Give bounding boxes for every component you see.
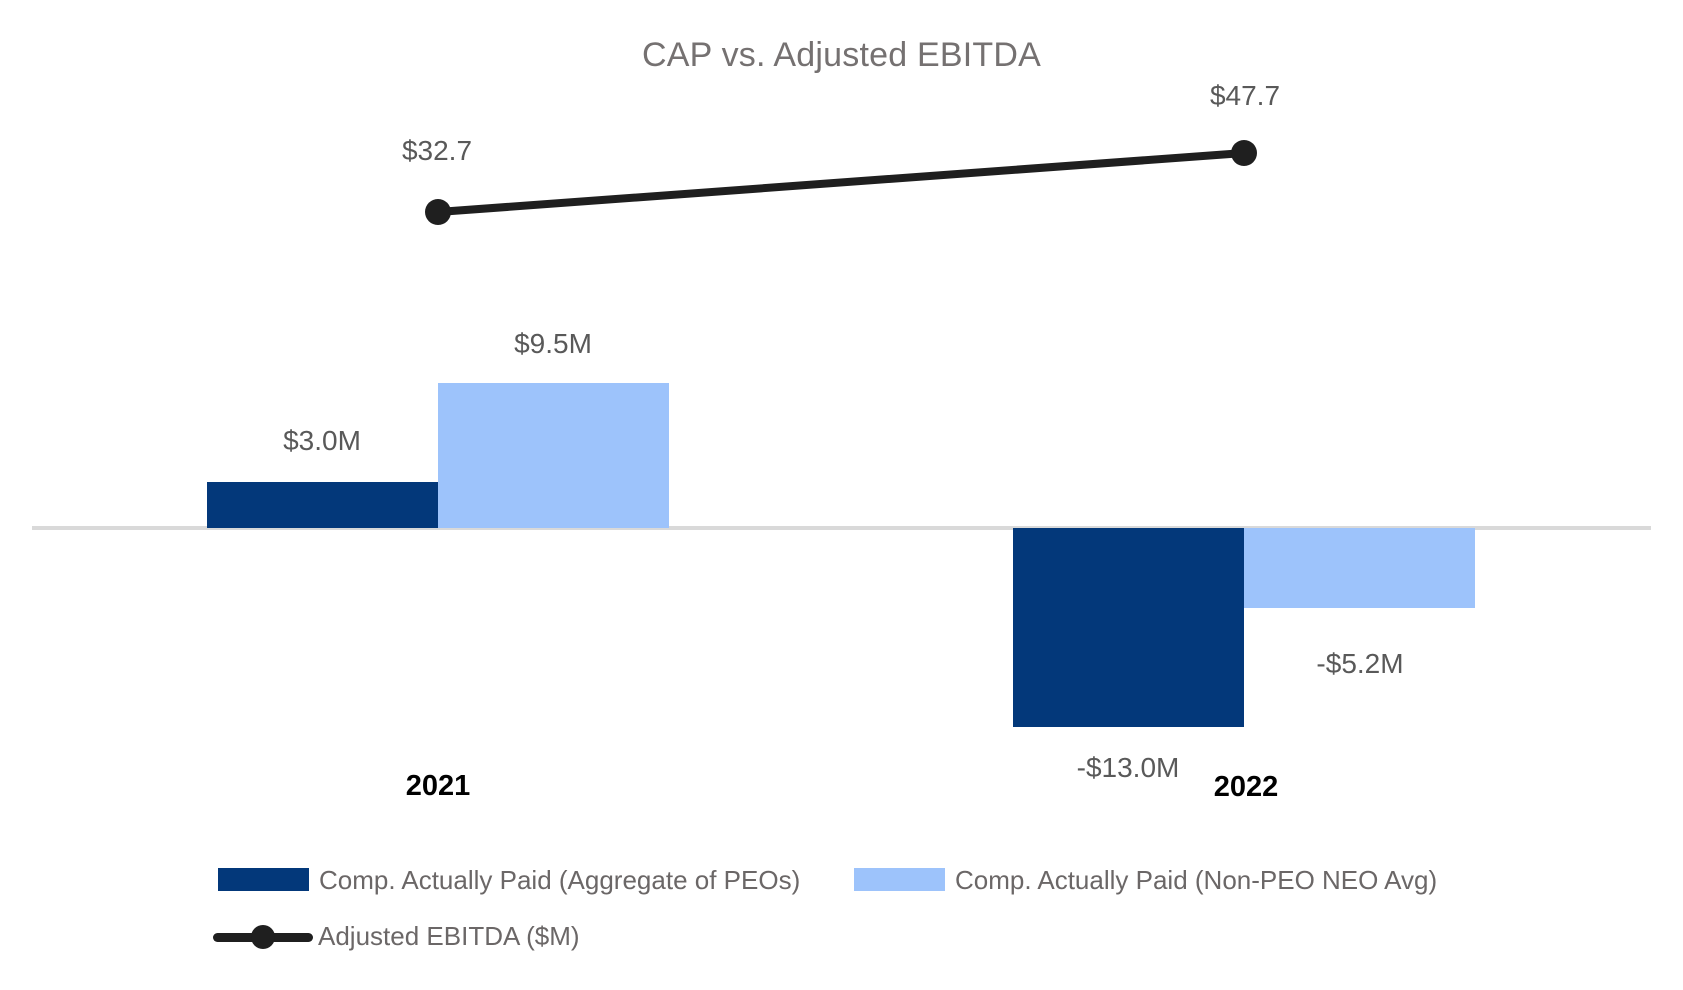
bar-2022-cap-peo: [1013, 528, 1244, 727]
legend-dot-marker-icon: [251, 925, 275, 949]
legend-swatch-cap-peo: [218, 868, 309, 891]
bar-2021-cap-peo: [207, 482, 438, 528]
x-axis-label-2021: 2021: [405, 770, 471, 802]
x-axis-label-2022: 2022: [1213, 771, 1279, 803]
legend-label-cap-nonpeo: Comp. Actually Paid (Non-PEO NEO Avg): [955, 865, 1438, 895]
label-2022-peo: -$13.0M: [1076, 752, 1180, 783]
label-2021-peo: $3.0M: [283, 425, 361, 456]
bar-2021-cap-nonpeo: [438, 382, 669, 528]
label-ebitda-2022: $47.7: [1209, 80, 1281, 111]
legend-label-cap-peo: Comp. Actually Paid (Aggregate of PEOs): [319, 865, 801, 895]
x-axis-baseline: [32, 526, 1651, 530]
label-2021-nonpeo: $9.5M: [514, 328, 592, 359]
line-marker-2021: [425, 199, 451, 225]
label-2022-nonpeo: -$5.2M: [1316, 648, 1404, 679]
bar-2022-cap-nonpeo: [1244, 528, 1475, 608]
line-marker-2022: [1231, 140, 1257, 166]
chart-title: CAP vs. Adjusted EBITDA: [642, 36, 1041, 74]
legend-swatch-cap-nonpeo: [854, 868, 945, 891]
legend-label-ebitda: Adjusted EBITDA ($M): [318, 921, 580, 951]
label-ebitda-2021: $32.7: [401, 135, 473, 166]
